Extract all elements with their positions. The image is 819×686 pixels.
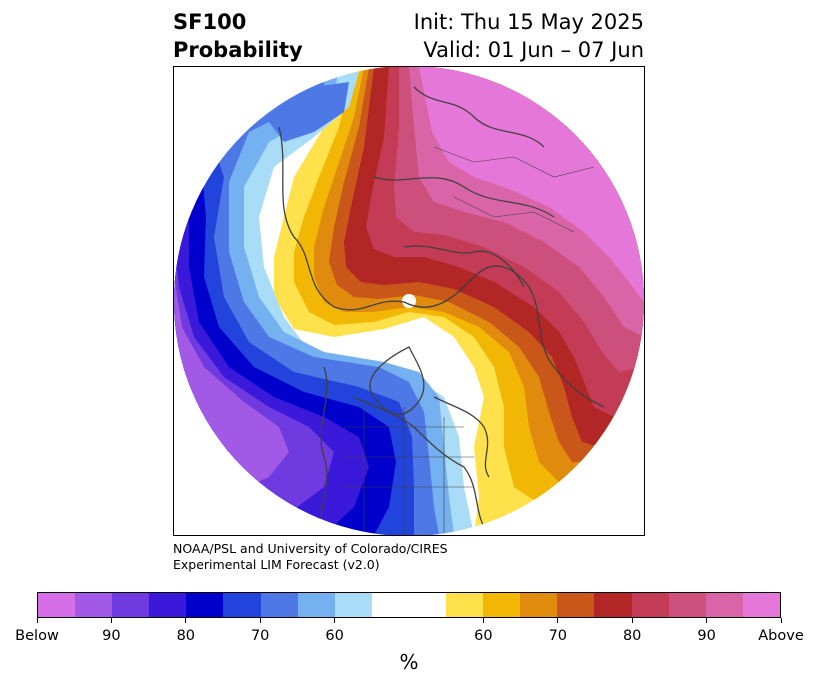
chart-title: SF100 Probability <box>173 8 303 64</box>
colorbar-tick <box>706 618 708 623</box>
colorbar-tick <box>185 618 187 623</box>
title-line-1: SF100 <box>173 10 247 34</box>
colorbar-tick-label: 90 <box>697 628 716 644</box>
init-date: Init: Thu 15 May 2025 <box>413 10 644 34</box>
colorbar-segment <box>705 593 743 617</box>
colorbar-tick-label: 70 <box>250 628 270 644</box>
chart-dates: Init: Thu 15 May 2025 Valid: 01 Jun – 07… <box>414 8 644 64</box>
coastlines <box>278 86 605 535</box>
colorbar-tick <box>110 618 112 623</box>
map-panel <box>173 66 645 536</box>
colorbar-segment <box>668 593 706 617</box>
colorbar-segment <box>631 593 669 617</box>
colorbar-segment <box>112 593 150 617</box>
colorbar-tick-label: Above <box>758 628 804 644</box>
colorbar-segment <box>75 593 113 617</box>
colorbar-segment <box>260 593 298 617</box>
colorbar-tick-label: 60 <box>474 628 493 644</box>
political-borders <box>344 146 595 535</box>
credit-line-2: Experimental LIM Forecast (v2.0) <box>173 557 380 572</box>
colorbar-tick-label: Below <box>15 628 59 644</box>
credit-line-1: NOAA/PSL and University of Colorado/CIRE… <box>173 541 448 556</box>
title-line-2: Probability <box>173 38 303 62</box>
colorbar-tick <box>631 618 633 623</box>
colorbar-segment <box>520 593 558 617</box>
colorbar-segment <box>371 593 447 617</box>
colorbar-tick-label: 80 <box>622 628 642 644</box>
colorbar-segment <box>483 593 521 617</box>
colorbar-segment <box>594 593 632 617</box>
colorbar-tick <box>334 618 336 623</box>
valid-date: Valid: 01 Jun – 07 Jun <box>423 38 644 62</box>
colorbar-segment <box>186 593 224 617</box>
colorbar-tick <box>482 618 484 623</box>
colorbar-tick-label: 80 <box>176 628 196 644</box>
colorbar-tick-label: 60 <box>325 628 344 644</box>
source-credit: NOAA/PSL and University of Colorado/CIRE… <box>173 541 448 573</box>
colorbar-tick <box>259 618 261 623</box>
colorbar-segment <box>334 593 372 617</box>
polar-map <box>174 67 644 535</box>
colorbar-segment <box>149 593 187 617</box>
colorbar-tick-label: 70 <box>548 628 568 644</box>
colorbar-segment <box>223 593 261 617</box>
colorbar-tick-label: 90 <box>102 628 121 644</box>
colorbar-segment <box>38 593 76 617</box>
colorbar-tick <box>557 618 559 623</box>
colorbar-tick <box>780 618 782 623</box>
colorbar-segment <box>446 593 484 617</box>
colorbar-segment <box>297 593 335 617</box>
colorbar-segment <box>557 593 595 617</box>
neutral-blob <box>402 294 416 308</box>
below-70-north-contour <box>269 82 349 142</box>
colorbar-unit: % <box>399 650 419 674</box>
colorbar <box>37 592 781 618</box>
colorbar-segment <box>742 593 780 617</box>
colorbar-tick <box>36 618 38 623</box>
